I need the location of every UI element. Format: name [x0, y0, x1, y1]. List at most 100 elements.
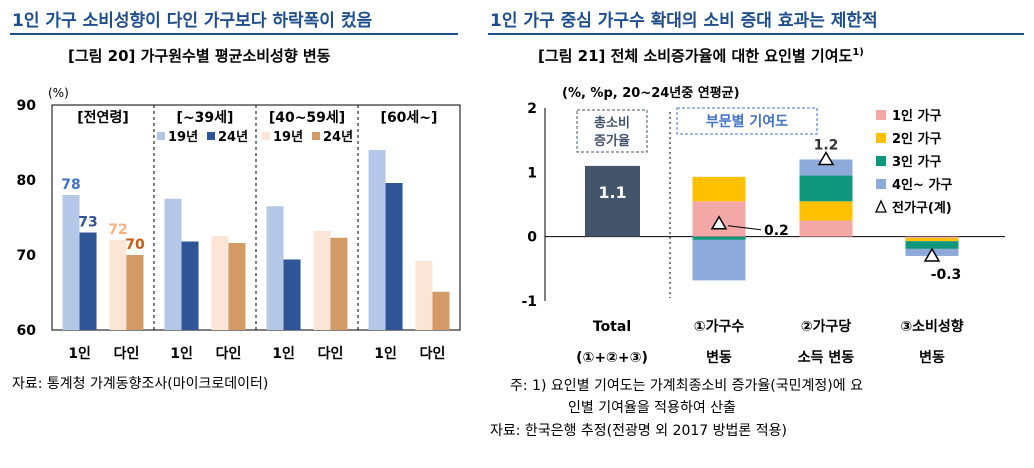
right-xtick-c0-line1: ①가구수	[694, 319, 745, 335]
right-xtick-c0-line2: 변동	[706, 350, 732, 366]
right-total-marker-c0	[710, 215, 728, 230]
right-total-label-c1: 1.2	[814, 137, 839, 153]
right-factor-box	[676, 107, 818, 135]
left-value-24-c1: 70	[125, 237, 145, 253]
left-legend-label-24-single: 24년	[218, 130, 248, 145]
left-xtick-g0-c0: 1인	[68, 345, 91, 362]
right-heading-underline	[488, 33, 1024, 35]
right-legend-label-2: 3인 가구	[892, 154, 941, 170]
right-ytick-3: 2	[527, 101, 537, 117]
left-value-24-c0: 73	[78, 215, 97, 231]
left-legend-swatch-24-single	[207, 132, 215, 140]
right-chart-title: [그림 21] 전체 소비증가율에 대한 요인별 기여도1)	[538, 45, 864, 66]
right-bar-segment-c2-s2	[905, 241, 959, 249]
right-xtick-total-line2: (①+②+③)	[576, 350, 648, 366]
left-ytick-1: 70	[17, 248, 37, 264]
right-bar-segment-c1-s1	[799, 201, 853, 221]
right-bar-segment-c0-s2	[692, 236, 746, 240]
right-ytick-2: 1	[527, 165, 537, 181]
right-xtick-total-line1: Total	[593, 319, 631, 335]
left-legend-label-19-multi: 19년	[273, 130, 303, 145]
right-total-box-line2: 증가율	[594, 133, 630, 149]
left-xtick-g1-c1: 다인	[216, 345, 242, 362]
left-value-19-c1: 72	[108, 222, 127, 238]
left-bar-24-g3-c1	[432, 291, 450, 330]
left-heading-underline	[10, 33, 458, 35]
right-bar-segment-c0-s1	[692, 176, 746, 202]
left-xtick-g0-c1: 다인	[114, 345, 140, 362]
left-bar-24-g3-c0	[385, 183, 403, 330]
right-total-label-c2: -0.3	[931, 267, 962, 283]
left-bar-19-g0-c0	[62, 195, 80, 330]
left-legend-label-24-multi: 24년	[323, 130, 353, 145]
right-source: 자료: 한국은행 추정(전광명 외 2017 방법론 적용)	[490, 423, 787, 439]
left-xtick-g3-c1: 다인	[420, 345, 446, 362]
right-xtick-c1-line1: ②가구당	[801, 318, 852, 335]
right-bar-segment-c1-s2	[799, 175, 853, 202]
left-unit-label: (%)	[48, 86, 69, 100]
left-group-label-1: [~39세]	[177, 110, 234, 126]
right-total-leader-c0	[727, 225, 762, 231]
right-ytick-1: 0	[527, 230, 537, 246]
left-ytick-0: 60	[17, 323, 37, 339]
left-xtick-g2-c1: 다인	[318, 345, 344, 362]
left-legend-swatch-24-multi	[312, 132, 320, 140]
right-legend-label-3: 4인~ 가구	[892, 177, 952, 193]
right-legend-swatch-2	[876, 156, 886, 166]
right-xtick-c1-line2: 소득 변동	[798, 350, 855, 366]
right-bar-segment-c2-s0	[905, 236, 959, 238]
right-total-box-line1: 총소비	[594, 115, 630, 131]
left-xtick-g2-c0: 1인	[272, 345, 295, 362]
right-chart-title-text: [그림 21] 전체 소비증가율에 대한 요인별 기여도	[538, 47, 853, 65]
right-total-marker-c2	[923, 247, 941, 262]
right-unit-label: (%, %p, 20~24년중 연평균)	[562, 85, 740, 101]
left-group-label-3: [60세~]	[381, 110, 438, 126]
left-xtick-g3-c0: 1인	[374, 345, 397, 362]
left-chart-title: [그림 20] 가구원수별 평균소비성향 변동	[68, 47, 331, 65]
right-chart-title-footnote-mark: 1)	[852, 47, 864, 58]
left-ytick-2: 80	[17, 173, 37, 189]
right-factor-box-label: 부문별 기여도	[706, 113, 788, 130]
left-value-19-c0: 78	[61, 177, 80, 193]
left-bar-24-g0-c1	[126, 255, 144, 330]
right-note-line-2: 인별 기여율을 적용하여 산출	[568, 400, 736, 416]
left-bar-19-g2-c1	[313, 231, 331, 330]
right-note-line-1: 주: 1) 요인별 기여도는 가계최종소비 증가율(국민계정)에 요	[510, 378, 863, 394]
left-bar-24-g2-c0	[283, 259, 301, 330]
left-bar-24-g0-c0	[79, 232, 97, 330]
right-total-label-c0: 0.2	[764, 223, 789, 239]
right-total-bar	[585, 165, 640, 237]
right-total-box	[576, 109, 648, 153]
left-heading: 1인 가구 소비성향이 다인 가구보다 하락폭이 컸음	[12, 11, 373, 31]
left-group-label-0: [전연령]	[77, 109, 128, 126]
right-total-value: 1.1	[598, 183, 626, 202]
left-bar-24-g2-c1	[330, 237, 348, 330]
right-xtick-c2-line1: ③소비성향	[900, 318, 963, 335]
right-bar-segment-c2-s1	[905, 237, 959, 242]
right-ytick-0: -1	[521, 294, 537, 310]
right-legend-marker	[874, 199, 888, 213]
right-legend-swatch-0	[876, 110, 886, 120]
right-xtick-c2-line2: 변동	[919, 350, 945, 366]
left-legend-swatch-19-single	[157, 132, 165, 140]
right-total-marker-c1	[817, 150, 835, 166]
left-group-label-2: [40~59세]	[269, 110, 345, 126]
right-legend-swatch-3	[876, 179, 886, 189]
left-bar-19-g3-c1	[415, 261, 433, 330]
left-bar-19-g1-c1	[211, 236, 229, 330]
left-bar-19-g2-c0	[266, 206, 284, 330]
left-xtick-g1-c0: 1인	[170, 345, 193, 362]
left-bar-19-g3-c0	[368, 150, 386, 330]
left-source: 자료: 통계청 가계동향조사(마이크로데이터)	[12, 376, 269, 392]
right-legend-swatch-1	[876, 133, 886, 143]
right-legend-label-1: 2인 가구	[892, 131, 941, 147]
left-legend-swatch-19-multi	[262, 132, 270, 140]
left-ytick-3: 90	[17, 98, 37, 114]
left-bar-19-g1-c0	[164, 198, 182, 330]
right-bar-segment-c0-s3	[692, 239, 746, 281]
left-legend-label-19-single: 19년	[168, 130, 198, 145]
left-bar-19-g0-c1	[109, 240, 127, 330]
left-bar-24-g1-c1	[228, 243, 246, 330]
right-heading: 1인 가구 중심 가구수 확대의 소비 증대 효과는 제한적	[490, 11, 878, 31]
